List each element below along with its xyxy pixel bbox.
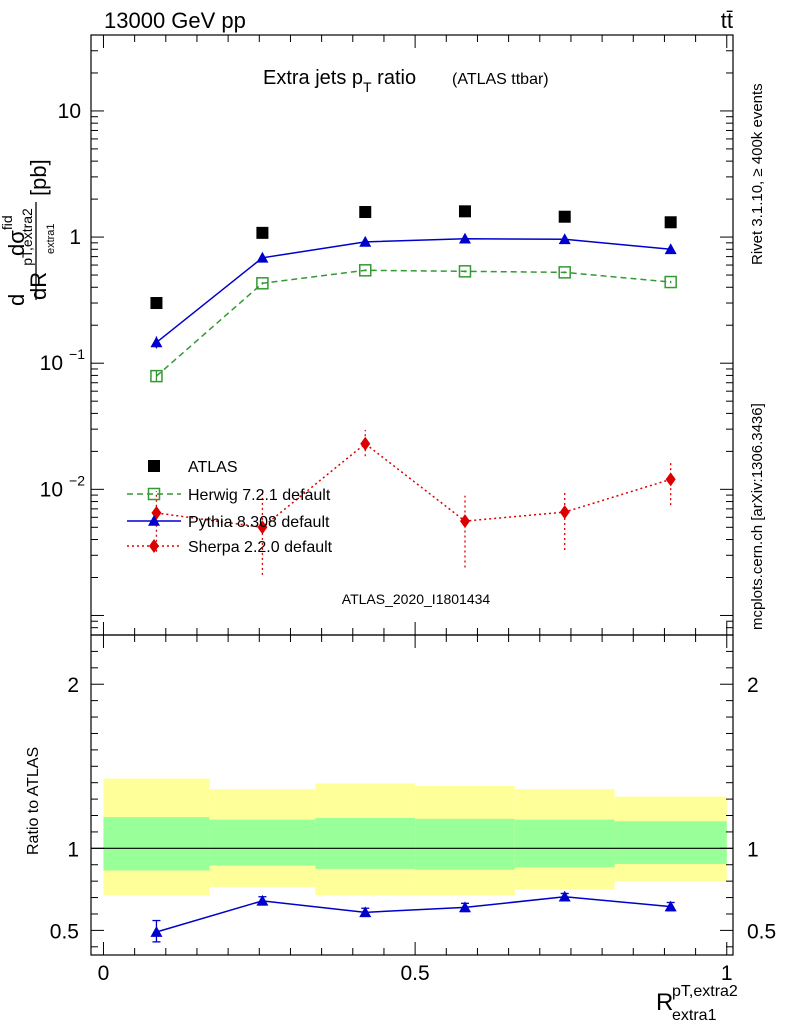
y-tick-label: 1 bbox=[69, 226, 81, 249]
series-pythia bbox=[150, 232, 677, 349]
data-point bbox=[359, 264, 372, 277]
y-tick-label: 10 bbox=[58, 100, 81, 123]
y-tick-label-right: 2 bbox=[747, 674, 759, 697]
data-point bbox=[458, 232, 471, 244]
rivet-label: Rivet 3.1.10, ≥ 400k events bbox=[749, 83, 766, 265]
legend-label: ATLAS bbox=[188, 459, 238, 476]
chart-title: Extra jets pT ratio bbox=[263, 67, 416, 95]
series-atlas bbox=[150, 205, 677, 310]
data-point bbox=[256, 251, 269, 263]
y-tick-label-right: 1 bbox=[747, 838, 759, 861]
x-tick-label: 0 bbox=[98, 962, 110, 985]
y-tick-label: 0.5 bbox=[50, 920, 79, 943]
ratio-series bbox=[150, 890, 677, 943]
data-point bbox=[665, 472, 676, 487]
data-point bbox=[558, 266, 571, 279]
data-point bbox=[664, 275, 677, 289]
uncertainty-band-stat bbox=[315, 817, 416, 869]
data-point bbox=[149, 539, 159, 553]
y-tick-label: 2 bbox=[67, 674, 79, 697]
uncertainty-band-stat bbox=[209, 819, 316, 866]
data-point bbox=[664, 900, 677, 912]
data-point bbox=[559, 505, 570, 520]
data-point bbox=[558, 210, 571, 223]
data-point bbox=[256, 277, 269, 290]
y-tick-label: 10 bbox=[40, 352, 63, 375]
svg-text:dR pT,extra2 e: dR pT,extra2 extra1 bbox=[12, 202, 57, 300]
legend-entry: Pythia 8.308 default bbox=[127, 514, 330, 531]
series-sherpa bbox=[151, 429, 676, 575]
x-tick-label: 1 bbox=[721, 962, 733, 985]
data-point bbox=[257, 520, 268, 535]
data-point bbox=[150, 369, 163, 383]
x-axis-label: R pT,extra2 extra1 bbox=[656, 983, 738, 1024]
main-y-axis-label: dR pT,extra2 extra1 dσfid [pb] d bbox=[0, 159, 57, 306]
y-tick-exponent: −1 bbox=[69, 346, 85, 362]
y-tick-label-right: 0.5 bbox=[747, 920, 776, 943]
chart-title-note: (ATLAS ttbar) bbox=[452, 71, 549, 88]
ratio-y-axis-label: Ratio to ATLAS bbox=[25, 747, 42, 855]
data-point bbox=[148, 515, 160, 526]
series-herwig bbox=[150, 264, 677, 383]
data-point bbox=[458, 205, 471, 218]
ratio-plot-area bbox=[91, 778, 733, 943]
uncertainty-band-stat bbox=[103, 817, 210, 871]
legend-entry: Sherpa 2.2.0 default bbox=[127, 539, 333, 556]
main-panel: 10 −1 1 10 10 −2 Extra jets pT ratio (ATLAS t… bbox=[0, 34, 734, 636]
data-point bbox=[359, 235, 372, 247]
legend: ATLAS Herwig 7.2.1 default Pythia 8.308 de… bbox=[127, 459, 333, 556]
data-point bbox=[558, 890, 571, 902]
data-point bbox=[359, 206, 372, 219]
main-y-axis: 10 −1 1 10 10 −2 bbox=[40, 34, 733, 636]
data-point bbox=[360, 436, 371, 451]
data-point bbox=[256, 226, 269, 239]
energy-label: 13000 GeV pp bbox=[104, 8, 246, 33]
ratio-x-axis: 0 0.5 1 bbox=[98, 635, 733, 985]
analysis-watermark: ATLAS_2020_I1801434 bbox=[342, 591, 491, 607]
svg-text:R: R bbox=[656, 989, 673, 1016]
data-point bbox=[148, 460, 160, 472]
data-point bbox=[359, 906, 372, 918]
ratio-panel-frame bbox=[90, 634, 734, 956]
legend-label: Herwig 7.2.1 default bbox=[188, 487, 331, 504]
mcplots-label: mcplots.cern.ch [arXiv:1306.3436] bbox=[749, 403, 766, 630]
data-point bbox=[458, 901, 471, 913]
data-point bbox=[150, 336, 163, 348]
ratio-panel: 0.5 0.51 12 2 0 0.5 1 Ratio to ATLAS R pT,ext… bbox=[25, 634, 776, 1024]
legend-entry: ATLAS bbox=[148, 459, 238, 476]
series-line bbox=[155, 269, 671, 377]
series-line bbox=[156, 895, 671, 933]
legend-entry: Herwig 7.2.1 default bbox=[127, 487, 331, 504]
y-tick-label: 10 bbox=[40, 478, 63, 501]
data-point bbox=[558, 233, 571, 245]
data-point bbox=[458, 265, 472, 278]
uncertainty-band-stat bbox=[514, 819, 615, 868]
y-tick-label: 1 bbox=[67, 838, 79, 861]
uncertainty-band-stat bbox=[415, 818, 515, 870]
svg-text:[pb]: [pb] bbox=[26, 159, 51, 196]
legend-label: Pythia 8.308 default bbox=[188, 514, 330, 531]
data-point bbox=[256, 894, 269, 906]
data-point bbox=[150, 926, 163, 937]
uncertainty-band-stat bbox=[614, 821, 727, 864]
svg-text:extra1: extra1 bbox=[672, 1007, 717, 1024]
svg-text:d: d bbox=[4, 294, 29, 306]
data-point bbox=[459, 514, 470, 529]
main-plot-area bbox=[150, 205, 677, 575]
process-label: tt̄ bbox=[721, 8, 733, 33]
data-point bbox=[147, 487, 161, 501]
data-point bbox=[150, 297, 163, 310]
y-tick-exponent: −2 bbox=[69, 472, 85, 488]
ratio-y-axis: 0.5 0.5 1 1 2 2 bbox=[50, 634, 776, 948]
main-x-ticks bbox=[102, 35, 728, 635]
svg-text:dσfid: dσfid bbox=[0, 215, 29, 256]
svg-text:pT,extra2: pT,extra2 bbox=[672, 983, 738, 1000]
data-point bbox=[664, 243, 677, 255]
legend-label: Sherpa 2.2.0 default bbox=[188, 539, 333, 556]
data-point bbox=[664, 216, 677, 229]
x-tick-label: 0.5 bbox=[401, 962, 430, 985]
series-line bbox=[155, 237, 671, 344]
